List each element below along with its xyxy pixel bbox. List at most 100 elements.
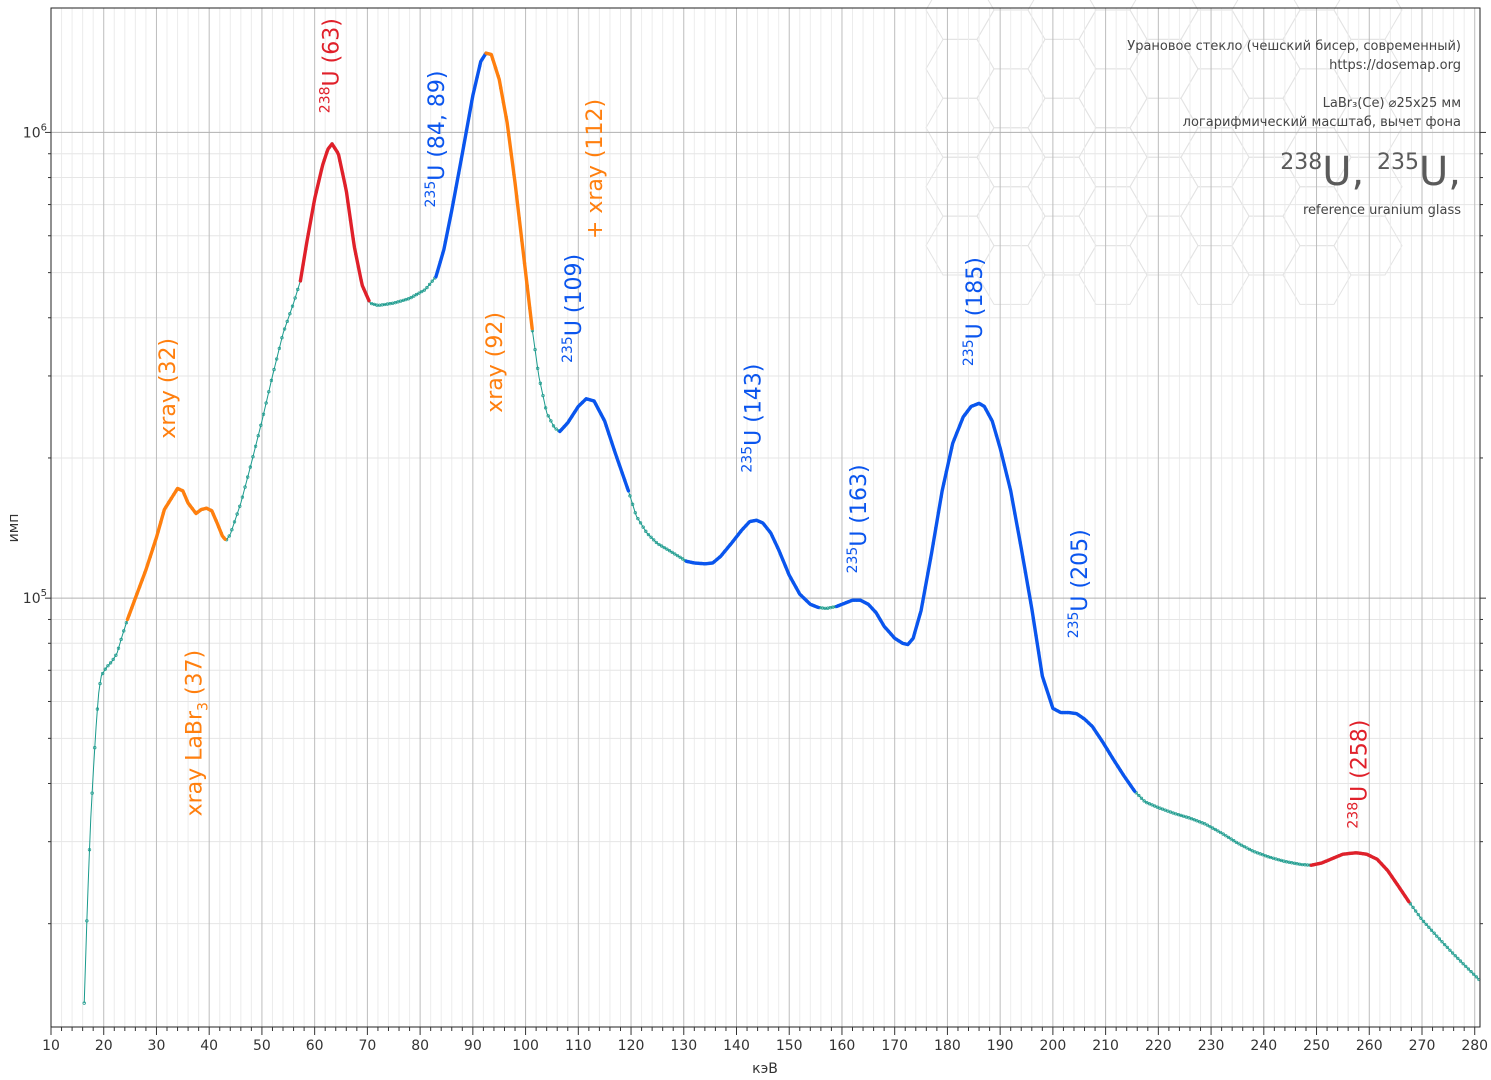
data-point bbox=[1443, 942, 1447, 947]
peak-label: 235U (143) bbox=[739, 364, 766, 473]
x-tick-label: 80 bbox=[411, 1038, 429, 1054]
x-tick-label: 140 bbox=[723, 1038, 750, 1054]
data-point bbox=[1469, 970, 1473, 974]
x-tick-label: 230 bbox=[1198, 1038, 1225, 1054]
data-point bbox=[1440, 940, 1444, 944]
data-point bbox=[1224, 834, 1228, 838]
data-point bbox=[665, 547, 669, 551]
peak-label: xray LaBr3 (37) bbox=[182, 650, 211, 817]
x-tick-label: 170 bbox=[881, 1038, 908, 1054]
x-tick-label: 150 bbox=[776, 1038, 803, 1054]
data-point bbox=[430, 279, 434, 283]
x-tick-label: 250 bbox=[1303, 1038, 1330, 1054]
x-tick-label: 280 bbox=[1461, 1038, 1488, 1054]
x-tick-label: 10 bbox=[42, 1038, 60, 1054]
data-point bbox=[1152, 804, 1157, 808]
data-point bbox=[1421, 919, 1426, 924]
peak-label: 235U (205) bbox=[1066, 529, 1093, 638]
data-point bbox=[420, 289, 424, 294]
x-tick-label: 120 bbox=[618, 1038, 645, 1054]
data-point bbox=[1458, 959, 1463, 963]
data-point bbox=[417, 291, 421, 295]
data-point bbox=[108, 661, 113, 665]
data-point bbox=[662, 545, 666, 550]
data-point bbox=[101, 671, 105, 676]
data-point bbox=[1221, 832, 1225, 836]
data-point bbox=[1205, 823, 1210, 827]
data-point bbox=[659, 544, 664, 548]
peak-label: 235U (163) bbox=[845, 464, 872, 573]
data-point bbox=[657, 542, 661, 547]
data-point bbox=[1464, 964, 1468, 969]
x-tick-label: 40 bbox=[200, 1038, 218, 1054]
data-point bbox=[675, 553, 680, 558]
x-tick-label: 90 bbox=[464, 1038, 482, 1054]
data-point bbox=[111, 657, 115, 662]
y-tick-label: 105 bbox=[23, 588, 47, 607]
x-tick-label: 50 bbox=[253, 1038, 271, 1054]
x-tick-label: 70 bbox=[358, 1038, 376, 1054]
x-tick-label: 160 bbox=[829, 1038, 856, 1054]
data-point bbox=[1216, 829, 1220, 833]
x-tick-label: 220 bbox=[1145, 1038, 1172, 1054]
data-point bbox=[678, 555, 682, 559]
peak-label: + xray (112) bbox=[583, 99, 608, 239]
data-point bbox=[1448, 948, 1452, 952]
y-tick-label: 106 bbox=[23, 122, 47, 141]
y-axis-title: имп bbox=[6, 514, 22, 543]
x-tick-label: 200 bbox=[1040, 1038, 1067, 1054]
info-scale: логарифмический масштаб, вычет фона bbox=[1183, 115, 1461, 130]
y-axis-ticks: 105 106 bbox=[23, 122, 1486, 925]
x-tick-label: 130 bbox=[670, 1038, 697, 1054]
data-point bbox=[427, 282, 432, 287]
data-point bbox=[106, 664, 110, 668]
data-point bbox=[1414, 909, 1418, 913]
info-subtitle: reference uranium glass bbox=[1303, 203, 1461, 218]
data-point bbox=[1137, 793, 1141, 798]
data-point bbox=[1474, 975, 1478, 979]
hexagon-cell bbox=[1333, 215, 1403, 276]
data-point bbox=[1142, 799, 1146, 803]
data-point bbox=[1139, 796, 1144, 800]
peak-segment-xray bbox=[484, 51, 534, 331]
x-tick-label: 100 bbox=[512, 1038, 539, 1054]
x-tick-label: 60 bbox=[306, 1038, 324, 1054]
data-point bbox=[1429, 928, 1434, 932]
plot-background bbox=[51, 8, 1480, 1027]
data-point bbox=[667, 549, 672, 553]
peak-segment-xray bbox=[125, 486, 227, 622]
data-point bbox=[554, 427, 558, 431]
info-detector: LaBr₃(Ce) ⌀25x25 мм bbox=[1323, 96, 1461, 111]
data-point bbox=[103, 667, 107, 671]
peak-label: 238U (258) bbox=[1346, 720, 1373, 829]
data-point bbox=[1416, 912, 1420, 917]
major-grid bbox=[50, 8, 1480, 1027]
x-tick-label: 270 bbox=[1409, 1038, 1436, 1054]
x-tick-label: 110 bbox=[565, 1038, 592, 1054]
x-tick-label: 30 bbox=[148, 1038, 166, 1054]
peak-label: 235U (109) bbox=[560, 254, 587, 363]
hexagon-watermark bbox=[925, 0, 1403, 305]
x-tick-label: 180 bbox=[934, 1038, 961, 1054]
minor-grid bbox=[51, 8, 1480, 1027]
data-point bbox=[422, 288, 426, 292]
data-point bbox=[644, 529, 648, 533]
data-point bbox=[1424, 922, 1428, 927]
data-point bbox=[1145, 801, 1149, 805]
data-point bbox=[412, 294, 416, 298]
peak-label: xray (32) bbox=[156, 338, 181, 439]
spectrum-series bbox=[83, 51, 1480, 1004]
data-point bbox=[636, 517, 640, 521]
x-tick-label: 20 bbox=[95, 1038, 113, 1054]
info-url: https://dosemap.org bbox=[1329, 58, 1461, 73]
data-point bbox=[1453, 954, 1457, 958]
data-point bbox=[1211, 826, 1215, 830]
data-point bbox=[1437, 937, 1442, 941]
data-point bbox=[1229, 837, 1233, 841]
x-tick-label: 190 bbox=[987, 1038, 1014, 1054]
data-point bbox=[227, 534, 231, 538]
plot-frame bbox=[50, 7, 1481, 1028]
data-point bbox=[1218, 830, 1223, 835]
data-point bbox=[1245, 846, 1249, 850]
